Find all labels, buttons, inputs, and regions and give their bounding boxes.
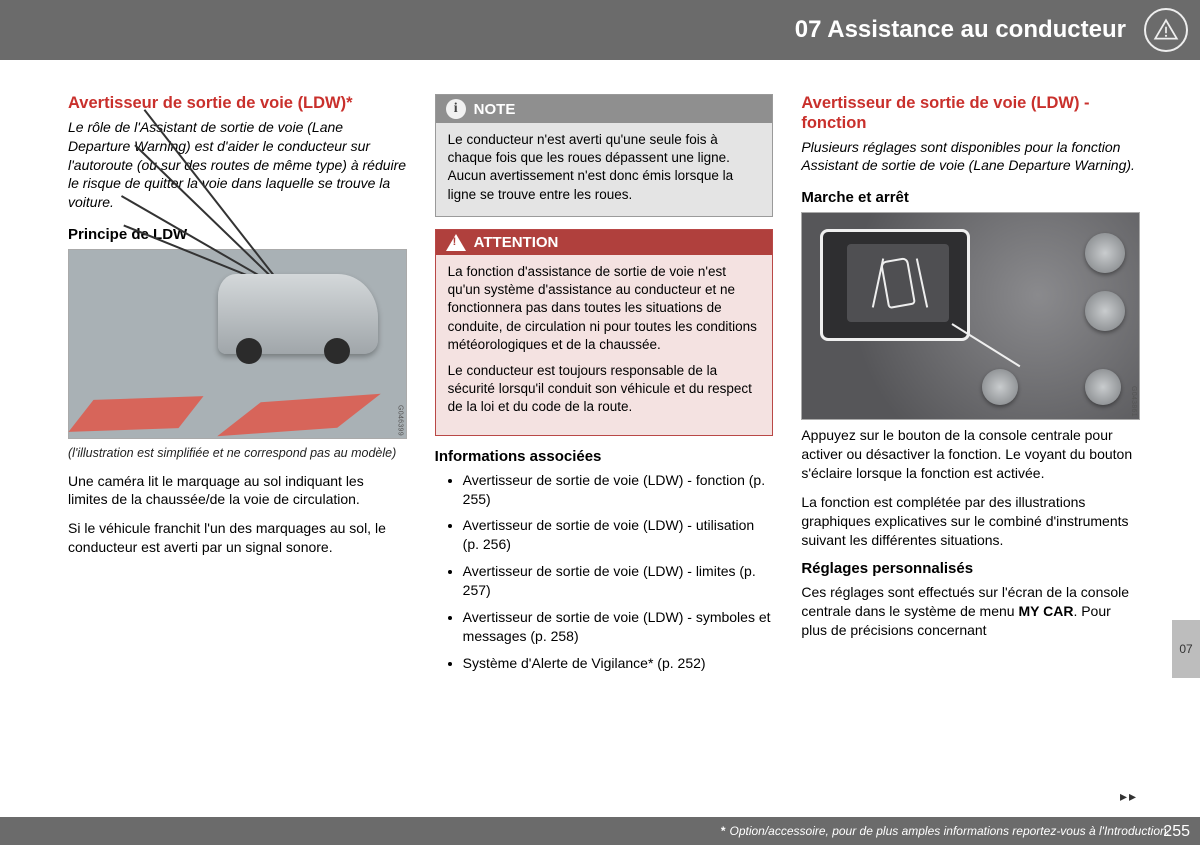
lane-line-icon	[916, 259, 928, 308]
list-item: Avertisseur de sortie de voie (LDW) - li…	[463, 562, 774, 600]
figure-console-button: G043861	[801, 212, 1140, 420]
note-callout: i NOTE Le conducteur n'est averti qu'une…	[435, 94, 774, 217]
footnote-text: Option/accessoire, pour de plus amples i…	[729, 824, 1170, 838]
footnote-star: *	[721, 824, 726, 838]
paragraph: Si le véhicule franchit l'un des marquag…	[68, 519, 407, 557]
subheading: Marche et arrêt	[801, 189, 1140, 206]
figure-lane-departure-diagram: G046399	[68, 249, 407, 439]
paragraph: Ces réglages sont effectués sur l'écran …	[801, 583, 1140, 640]
attention-header: ATTENTION	[436, 230, 773, 255]
attention-callout: ATTENTION La fonction d'assistance de so…	[435, 229, 774, 436]
page-body: Avertisseur de sortie de voie (LDW)* Le …	[0, 60, 1200, 681]
chapter-heading: 07 Assistance au conducteur	[795, 16, 1126, 44]
paragraph: Appuyez sur le bouton de la console cent…	[801, 426, 1140, 483]
page-number: 255	[1163, 823, 1190, 841]
paragraph: Une caméra lit le marquage au sol indiqu…	[68, 472, 407, 510]
paragraph: La fonction est complétée par des illust…	[801, 493, 1140, 550]
warning-triangle-icon	[1144, 8, 1188, 52]
car-icon	[218, 274, 378, 354]
info-icon: i	[446, 99, 466, 119]
menu-name-bold: MY CAR	[1018, 603, 1073, 619]
note-header: i NOTE	[436, 95, 773, 123]
section-title: Avertisseur de sortie de voie (LDW)*	[68, 94, 407, 114]
ldw-button-icon	[847, 244, 949, 322]
section-intro: Plusieurs réglages sont disponibles pour…	[801, 138, 1140, 176]
warning-triangle-icon	[446, 234, 466, 251]
section-title: Avertisseur de sortie de voie (LDW) - fo…	[801, 94, 1140, 134]
section-intro: Le rôle de l'Assistant de sortie de voie…	[68, 118, 407, 212]
related-info-list: Avertisseur de sortie de voie (LDW) - fo…	[435, 471, 774, 681]
chapter-number: 07	[795, 16, 822, 43]
page-header: 07 Assistance au conducteur	[0, 0, 1200, 60]
column-left: Avertisseur de sortie de voie (LDW)* Le …	[68, 94, 407, 681]
chapter-title: Assistance au conducteur	[827, 16, 1126, 43]
attention-body: La fonction d'assistance de sortie de vo…	[436, 255, 773, 435]
continued-marker-icon: ▸▸	[1120, 788, 1138, 805]
list-item: Avertisseur de sortie de voie (LDW) - ut…	[463, 516, 774, 554]
attention-label: ATTENTION	[474, 234, 559, 251]
list-item: Avertisseur de sortie de voie (LDW) - sy…	[463, 608, 774, 646]
note-body: Le conducteur n'est averti qu'une seule …	[436, 123, 773, 216]
figure-code: G043861	[1130, 386, 1137, 417]
related-info-heading: Informations associées	[435, 448, 774, 465]
column-middle: i NOTE Le conducteur n'est averti qu'une…	[435, 94, 774, 681]
car-outline-icon	[880, 257, 916, 309]
page-footer: * Option/accessoire, pour de plus amples…	[0, 817, 1200, 845]
figure-caption: (l'illustration est simplifiée et ne cor…	[68, 445, 407, 461]
paragraph: La fonction d'assistance de sortie de vo…	[448, 263, 761, 354]
column-right: Avertisseur de sortie de voie (LDW) - fo…	[801, 94, 1140, 681]
paragraph: Le conducteur est toujours responsable d…	[448, 362, 761, 417]
list-item: Système d'Alerte de Vigilance* (p. 252)	[463, 654, 774, 673]
subheading: Réglages personnalisés	[801, 560, 1140, 577]
list-item: Avertisseur de sortie de voie (LDW) - fo…	[463, 471, 774, 509]
figure-code: G046399	[397, 405, 404, 436]
chapter-side-tab: 07	[1172, 620, 1200, 678]
button-callout	[820, 229, 970, 341]
note-label: NOTE	[474, 101, 516, 118]
